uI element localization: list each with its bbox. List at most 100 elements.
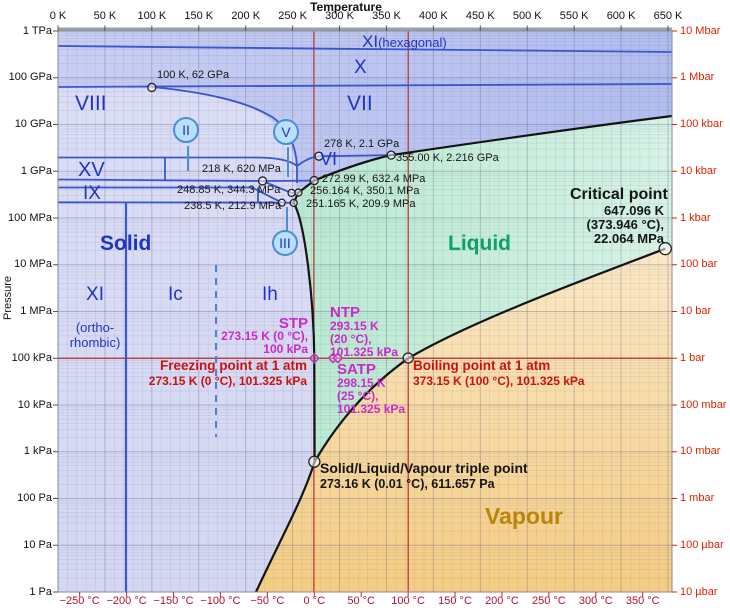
region-label-xv: XV <box>78 159 105 181</box>
point-label-256k: 256.164 K, 350.1 MPa <box>310 185 420 197</box>
point-marker <box>287 188 296 198</box>
liquid-region-fill <box>293 116 672 462</box>
tick-label: −200 °C <box>106 595 147 607</box>
stp-value-2: 100 kPa <box>263 342 308 356</box>
tick-label: 1 Pa <box>29 585 52 598</box>
region-label-vii: VII <box>347 92 373 115</box>
region-label-liquid: Liquid <box>448 232 511 255</box>
critical-value-k: 647.096 K <box>604 203 664 218</box>
y-axis-title: Pressure <box>2 275 14 321</box>
tick-label: 100 bar <box>680 258 718 271</box>
tick-label: 100 GPa <box>8 71 52 84</box>
triple-point-values: 273.16 K (0.01 °C), 611.657 Pa <box>320 477 495 491</box>
xi-hex-numeral: XI <box>362 32 379 51</box>
tick-label: 100 µbar <box>680 538 724 551</box>
point-label-218k: 218 K, 620 MPa <box>202 163 281 175</box>
tick-label: 100 kbar <box>680 118 723 130</box>
point-label-251k: 251.165 K, 209.9 MPa <box>306 198 416 210</box>
tick-label: 100 Pa <box>17 492 52 504</box>
point-marker <box>294 188 303 197</box>
region-label-ih: Ih <box>262 284 278 305</box>
critical-value-p: 22.064 MPa <box>593 231 664 246</box>
region-label-xi-ortho: XI (ortho- rhombic) <box>60 284 130 350</box>
boiling-point-title: Boiling point at 1 atm <box>413 358 551 373</box>
xi-ortho-sub1: (ortho- <box>75 320 115 335</box>
x-vii-boundary <box>57 83 673 88</box>
tick-label: 1 bar <box>680 351 706 364</box>
critical-value-c: (373.946 °C), <box>586 217 664 232</box>
tick-label: 10 mbar <box>680 445 721 458</box>
xi-hex-x-boundary <box>57 45 673 53</box>
tick-label: 100 K <box>137 10 167 22</box>
tick-label: 1 mbar <box>680 492 715 504</box>
region-label-x: X <box>354 57 367 78</box>
stp-values: 273.15 K (0 °C), 100 kPa <box>216 330 308 356</box>
tick-label: 550 K <box>559 10 589 22</box>
ntp-values: 293.15 K (20 °C), 101.325 kPa <box>330 320 398 359</box>
tick-label: −150 °C <box>153 595 194 607</box>
tick-label: 300 °C <box>578 595 613 607</box>
tick-label: 10 bar <box>680 305 712 317</box>
region-label-viii: VIII <box>75 92 107 115</box>
tick-label: 0 °C <box>303 595 326 607</box>
point-label-238k: 238.5 K, 212.9 MPa <box>184 200 282 212</box>
stp-value-1: 273.15 K (0 °C), <box>221 329 308 343</box>
point-marker <box>257 176 268 186</box>
x-axis-title: Temperature <box>310 0 382 14</box>
point-marker <box>386 150 396 160</box>
xv-top-boundary <box>58 156 298 167</box>
point-label-272k: 272.99 K, 632.4 MPa <box>322 173 426 185</box>
tick-label: 10 Mbar <box>680 24 721 37</box>
satp-value-3: 101.325 kPa <box>337 402 406 416</box>
tick-label: 50 K <box>93 10 117 22</box>
region-label-ix: IX <box>83 183 101 204</box>
tick-label: 10 MPa <box>14 258 52 271</box>
high-pressure-ice-region-fill <box>58 31 672 191</box>
ii-v-boundary <box>262 180 292 194</box>
point-marker <box>277 198 286 207</box>
620mpa-boundary <box>57 178 263 182</box>
tick-label: −50 °C <box>250 595 285 607</box>
xi-ortho-sub2: rhombic) <box>69 335 121 350</box>
main-phase-curves <box>255 114 673 593</box>
satp-value-2: (25 °C), <box>337 389 379 403</box>
tick-label: 1 TPa <box>22 24 52 37</box>
point-marker <box>309 175 319 186</box>
point-label-355k: 355.00 K, 2.216 GPa <box>396 152 499 164</box>
stp-title: STP <box>278 315 308 332</box>
region-label-v-circle: V <box>273 119 299 145</box>
point-marker <box>308 455 321 468</box>
triple-point-title: Solid/Liquid/Vapour triple point <box>320 460 528 476</box>
data-point-markers <box>147 82 672 468</box>
tick-label: −100 °C <box>200 595 241 607</box>
tick-label: 1 MPa <box>20 305 52 317</box>
tick-label: 150 °C <box>438 595 472 607</box>
tick-label: 400 K <box>419 10 448 22</box>
tick-label: 1 kPa <box>23 445 52 458</box>
vapour-region-fill <box>256 247 672 592</box>
top-axis-bar <box>58 27 672 31</box>
point-marker <box>402 352 414 364</box>
satp-values: 298.15 K (25 °C), 101.325 kPa <box>337 377 405 416</box>
region-label-ii-circle: II <box>173 117 199 143</box>
ntp-value-1: 293.15 K <box>330 319 379 333</box>
tick-label: 1 Mbar <box>680 71 715 84</box>
ntp-title: NTP <box>330 304 360 321</box>
satp-title: SATP <box>337 361 376 378</box>
std-state-marker <box>332 352 344 364</box>
tick-label: 100 mbar <box>680 398 727 411</box>
tick-label: 250 °C <box>531 595 566 607</box>
tick-label: 350 °C <box>625 595 660 607</box>
xi-ortho-numeral: XI <box>86 284 104 305</box>
region-label-ic: Ic <box>168 284 183 305</box>
tick-label: 10 µbar <box>680 585 718 598</box>
tick-label: 200 °C <box>485 595 519 607</box>
tick-label: 10 kbar <box>680 164 717 177</box>
tick-label: 300 K <box>325 10 354 22</box>
tick-label: 100 kPa <box>11 351 52 364</box>
tick-label: 1 GPa <box>20 164 52 177</box>
critical-point-values: 647.096 K (373.946 °C), 22.064 MPa <box>524 204 664 246</box>
point-marker <box>147 82 157 93</box>
